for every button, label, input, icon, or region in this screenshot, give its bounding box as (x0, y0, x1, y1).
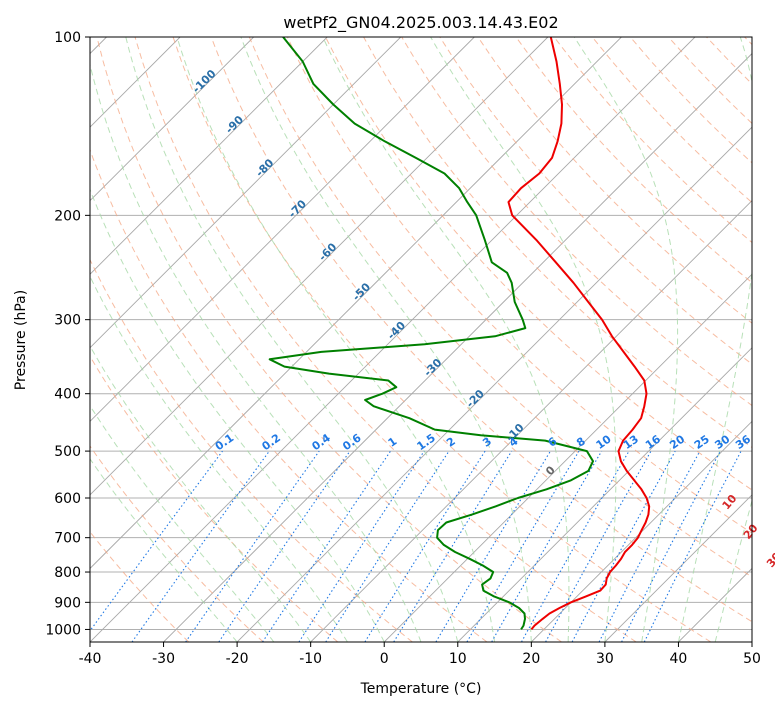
y-tick-label: 600 (54, 491, 81, 507)
isotherm-line (90, 37, 328, 275)
mixing-ratio-line (262, 450, 391, 642)
x-tick-label: -20 (226, 651, 249, 667)
temperature-profile-line (507, 37, 651, 631)
x-tick-label: 10 (449, 651, 467, 667)
mixing-ratio-line (325, 450, 450, 642)
x-axis-title: Temperature (°C) (360, 681, 482, 697)
isotherm-line (531, 420, 752, 642)
y-tick-label: 1000 (45, 622, 81, 638)
y-tick-label: 300 (54, 313, 81, 329)
mixing-ratio-line (643, 450, 742, 642)
y-tick-label: 800 (54, 565, 81, 581)
moist-adiabat-line (677, 37, 752, 642)
mixing-ratio-line (521, 450, 630, 642)
isotherm-line (236, 126, 752, 642)
isotherm-line (604, 494, 752, 642)
mixing-ratio-line (298, 450, 425, 642)
mixing-ratio-line (185, 450, 320, 642)
x-tick-label: 50 (743, 651, 761, 667)
y-tick-label: 900 (54, 595, 81, 611)
isotherm-line (90, 37, 549, 496)
moist-adiabat-line (240, 37, 532, 642)
y-tick-label: 100 (54, 30, 81, 46)
isotherm-line (90, 37, 622, 570)
moist-adiabat-line (90, 62, 422, 642)
y-tick-label: 500 (54, 444, 81, 460)
y-tick-label: 700 (54, 531, 81, 547)
x-tick-label: 0 (380, 651, 389, 667)
moist-adiabat-line (573, 37, 679, 642)
y-axis-title: Pressure (hPa) (13, 290, 29, 390)
mixing-ratio-line (218, 450, 351, 642)
moist-adiabat-line (322, 37, 570, 642)
mixing-ratio-line (571, 450, 676, 642)
moist-adiabat-line (125, 37, 459, 642)
y-tick-label: 400 (54, 387, 81, 403)
isotherm-line (90, 37, 475, 422)
mixing-ratio-line (90, 450, 223, 632)
dry-adiabat-line (325, 37, 752, 491)
mixing-ratio-line (545, 450, 652, 642)
dry-adiabat-line (90, 445, 264, 642)
dry-adiabat-line (172, 37, 712, 642)
y-tick-label: 200 (54, 208, 81, 224)
moist-adiabat-line (430, 37, 617, 642)
moist-adiabat-line (90, 458, 238, 642)
moist-adiabat-label: 30 (764, 550, 775, 570)
moist-adiabat-line (90, 404, 275, 642)
plot-frame (89, 36, 753, 643)
isotherm-line (457, 347, 752, 642)
dry-adiabat-line (286, 37, 752, 534)
dry-adiabat-line (90, 355, 339, 642)
mixing-ratio-line (131, 450, 270, 642)
isotherm-line (90, 37, 402, 349)
isotherm-line (90, 37, 254, 202)
x-tick-label: -40 (79, 651, 102, 667)
mixing-ratio-line (393, 450, 513, 642)
moist-adiabat-line (714, 498, 752, 642)
x-tick-label: -30 (152, 651, 175, 667)
chart-title: wetPf2_GN04.2025.003.14.43.E02 (283, 13, 558, 33)
isotherm-line (383, 273, 752, 642)
moist-adiabat-line (90, 188, 385, 642)
dewpoint-profile-line (268, 37, 594, 630)
x-tick-label: 30 (596, 651, 614, 667)
moist-adiabat-line (90, 345, 312, 642)
x-tick-label: 20 (522, 651, 540, 667)
dry-adiabat-line (210, 37, 752, 623)
x-tick-label: -10 (299, 651, 322, 667)
dry-adiabat-line (248, 37, 752, 578)
x-tick-label: 40 (670, 651, 688, 667)
moist-adiabat-line (176, 37, 496, 642)
moist-adiabat-line (90, 275, 348, 642)
dry-adiabat-line (90, 258, 413, 642)
